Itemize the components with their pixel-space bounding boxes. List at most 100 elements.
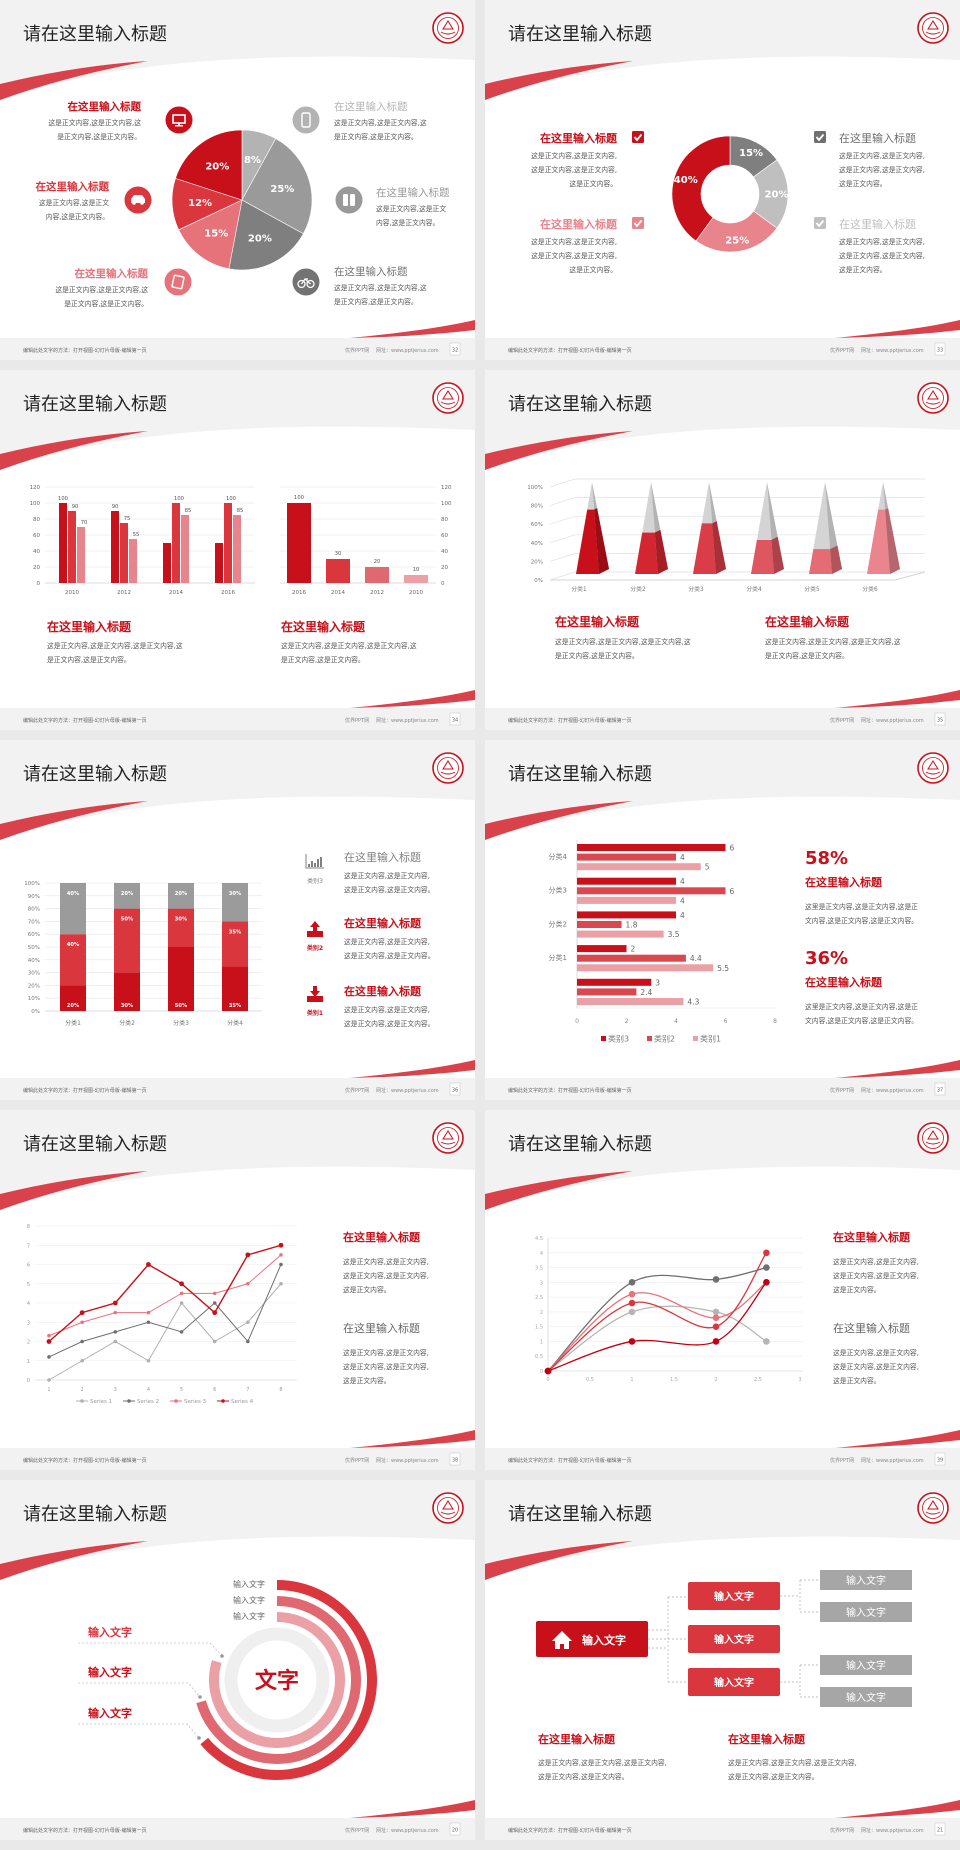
series-line bbox=[48, 1244, 282, 1343]
branch-node[interactable]: 输入文字 bbox=[688, 1625, 780, 1653]
block-body-line: 这是正文内容,这是正文内容,这 bbox=[55, 285, 148, 294]
block-body-line: 这是正文内容,这是正文内容, bbox=[839, 151, 925, 160]
series-curve bbox=[547, 1252, 767, 1372]
red-swoosh-bottom-decoration bbox=[835, 320, 960, 338]
legend-marker bbox=[221, 1399, 225, 1403]
leaf-node[interactable]: 输入文字 bbox=[820, 1570, 912, 1590]
bar bbox=[577, 896, 676, 904]
segment-label: 20% bbox=[121, 891, 134, 897]
bar bbox=[233, 515, 241, 583]
block-body-line: 这是正文内容,这是正文内容,这是正文内容,这 bbox=[47, 641, 183, 650]
bar-data-label: 4 bbox=[680, 877, 685, 886]
footer-site-name: 优界PPT网 bbox=[830, 1827, 854, 1834]
block-body-line: 这是正文内容,这是正文内容, bbox=[343, 1362, 429, 1371]
block-title: 在这里输入标题 bbox=[839, 217, 916, 231]
footer-url[interactable]: 网址：www.pptjerius.com bbox=[861, 1087, 924, 1094]
bar bbox=[163, 543, 171, 583]
y-tick-label: 100% bbox=[527, 485, 543, 491]
donut-slice-label: 40% bbox=[674, 175, 698, 186]
data-point bbox=[80, 1339, 84, 1344]
leaf-node-label: 输入文字 bbox=[846, 1606, 886, 1619]
callout-leader-line bbox=[78, 1642, 223, 1657]
footer-site-name: 优界PPT网 bbox=[345, 717, 369, 724]
footer-url[interactable]: 网址：www.pptjerius.com bbox=[376, 1457, 439, 1464]
footer-url[interactable]: 网址：www.pptjerius.com bbox=[861, 717, 924, 724]
leaf-node[interactable]: 输入文字 bbox=[820, 1687, 912, 1707]
footer-url[interactable]: 网址：www.pptjerius.com bbox=[376, 717, 439, 724]
segment-label: 30% bbox=[121, 1003, 134, 1009]
block-body-line: 这是正文内容。 bbox=[343, 1376, 391, 1385]
checkbox-checked-icon[interactable] bbox=[814, 131, 826, 143]
pyramid-bar-side bbox=[654, 529, 668, 574]
block-body-line: 内容,这是正文内容。 bbox=[46, 212, 109, 221]
data-point bbox=[146, 1358, 151, 1363]
legend-label: Series 2 bbox=[137, 1399, 159, 1405]
pie-slice bbox=[228, 199, 304, 271]
school-logo-icon bbox=[917, 1492, 949, 1524]
x-tick-label: 分类6 bbox=[862, 585, 878, 593]
block-body-line: 内容,这是正文内容。 bbox=[376, 218, 439, 227]
y-tick-label: 4 bbox=[27, 1301, 30, 1307]
y-tick-label: 80 bbox=[33, 517, 40, 523]
page-number: 32 bbox=[452, 348, 458, 354]
block-body-line: 这是正文内容,这是正文内容, bbox=[839, 165, 925, 174]
bar bbox=[577, 853, 676, 861]
page-number-box bbox=[934, 1822, 946, 1836]
x-tick-label: 2016 bbox=[292, 590, 306, 596]
y-tick-label: 4.5 bbox=[535, 1236, 543, 1242]
leaf-node[interactable]: 输入文字 bbox=[820, 1602, 912, 1622]
callout-dot bbox=[198, 1695, 202, 1699]
pie-slice-label: 20% bbox=[205, 162, 229, 173]
y-tick-label: 3.5 bbox=[535, 1266, 543, 1272]
stacked-bar-segment bbox=[114, 972, 140, 1011]
leaf-node[interactable]: 输入文字 bbox=[820, 1655, 912, 1675]
bar-data-label: 2.4 bbox=[640, 988, 652, 997]
footer-url[interactable]: 网址：www.pptjerius.com bbox=[861, 1457, 924, 1464]
data-point bbox=[179, 1301, 184, 1305]
y-tick-label: 0 bbox=[27, 1378, 30, 1384]
checkbox-checked-icon[interactable] bbox=[814, 217, 826, 229]
pie-slice-label: 15% bbox=[204, 229, 228, 240]
footer-instructions: 编辑此处文字的方法：打开视图-幻灯片母版-编辑第一页 bbox=[23, 717, 147, 724]
donut-slice-label: 25% bbox=[725, 235, 749, 246]
block-title: 在这里输入标题 bbox=[344, 916, 422, 930]
checkbox-checked-icon[interactable] bbox=[632, 217, 644, 229]
branch-node[interactable]: 输入文字 bbox=[688, 1668, 780, 1696]
pie-slice bbox=[178, 199, 243, 270]
footer-instructions: 编辑此处文字的方法：打开视图-幻灯片母版-编辑第一页 bbox=[23, 1087, 147, 1094]
y-tick-label: 60% bbox=[531, 522, 543, 528]
block-title: 在这里输入标题 bbox=[555, 614, 640, 629]
footer-site-name: 优界PPT网 bbox=[830, 1457, 854, 1464]
icon-badge bbox=[292, 106, 320, 134]
y-tick-label: 3 bbox=[540, 1280, 543, 1286]
footer-url[interactable]: 网址：www.pptjerius.com bbox=[376, 347, 439, 354]
footer-url[interactable]: 网址：www.pptjerius.com bbox=[376, 1087, 439, 1094]
bar bbox=[287, 503, 311, 583]
ring-label: 输入文字 bbox=[233, 1595, 265, 1605]
category-label: 分类2 bbox=[549, 919, 567, 928]
footer-url[interactable]: 网址：www.pptjerius.com bbox=[861, 1827, 924, 1834]
footer-instructions: 编辑此处文字的方法：打开视图-幻灯片母版-编辑第一页 bbox=[508, 347, 632, 354]
block-title: 在这里输入标题 bbox=[344, 850, 421, 864]
block-title: 在这里输入标题 bbox=[376, 186, 450, 199]
connector-line bbox=[648, 1579, 820, 1698]
page-number: 39 bbox=[937, 1458, 943, 1464]
content-area bbox=[485, 56, 960, 338]
callout-label: 输入文字 bbox=[88, 1706, 132, 1720]
red-swoosh-bottom-decoration bbox=[350, 1800, 475, 1818]
school-logo-icon bbox=[917, 752, 949, 784]
checkbox-checked-icon[interactable] bbox=[632, 131, 644, 143]
red-swoosh-bottom-decoration bbox=[350, 690, 475, 708]
branch-node[interactable]: 输入文字 bbox=[688, 1582, 780, 1610]
footer-url[interactable]: 网址：www.pptjerius.com bbox=[376, 1827, 439, 1834]
icon-badge bbox=[292, 268, 320, 296]
footer-url[interactable]: 网址：www.pptjerius.com bbox=[861, 347, 924, 354]
page-number-box bbox=[449, 342, 461, 356]
block-body-line: 这是正文内容,这是正文内容, bbox=[343, 1271, 429, 1280]
bar-data-label: 30 bbox=[335, 551, 342, 557]
pyramid-bar-shade bbox=[771, 536, 784, 574]
ring-arc bbox=[196, 1596, 361, 1764]
y-tick-label: 100 bbox=[30, 501, 41, 507]
root-node[interactable]: 输入文字 bbox=[536, 1621, 648, 1657]
